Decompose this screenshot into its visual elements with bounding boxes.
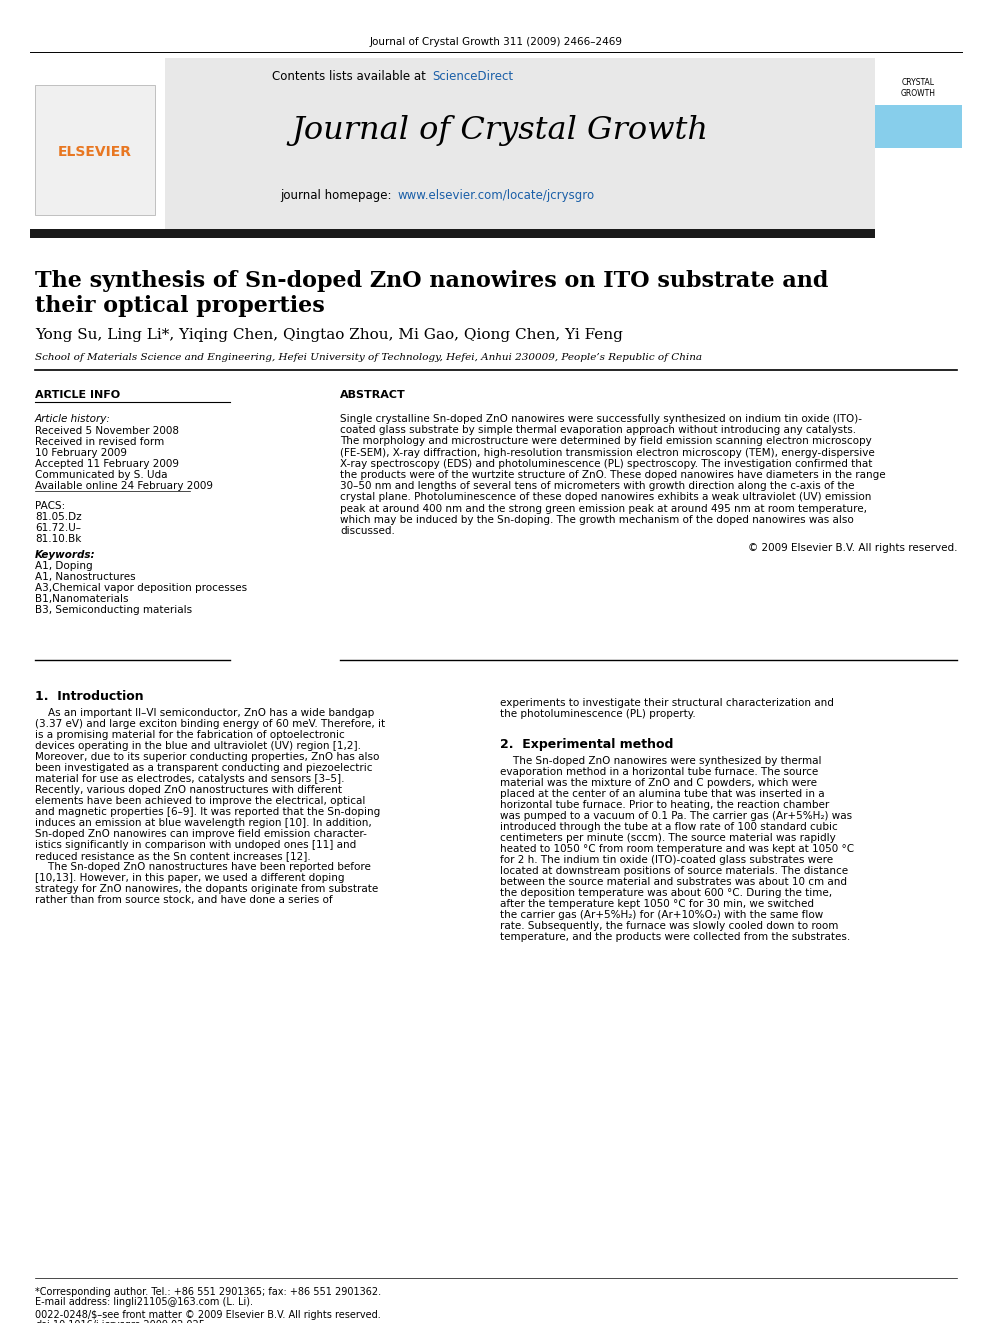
Text: Keywords:: Keywords: xyxy=(35,550,95,560)
Text: was pumped to a vacuum of 0.1 Pa. The carrier gas (Ar+5%H₂) was: was pumped to a vacuum of 0.1 Pa. The ca… xyxy=(500,811,852,822)
Text: ScienceDirect: ScienceDirect xyxy=(432,70,513,82)
Text: and magnetic properties [6–9]. It was reported that the Sn-doping: and magnetic properties [6–9]. It was re… xyxy=(35,807,380,818)
Text: is a promising material for the fabrication of optoelectronic: is a promising material for the fabricat… xyxy=(35,730,345,740)
Text: Yong Su, Ling Li*, Yiqing Chen, Qingtao Zhou, Mi Gao, Qiong Chen, Yi Feng: Yong Su, Ling Li*, Yiqing Chen, Qingtao … xyxy=(35,328,623,343)
Text: Sn-doped ZnO nanowires can improve field emission character-: Sn-doped ZnO nanowires can improve field… xyxy=(35,830,367,839)
Text: www.elsevier.com/locate/jcrysgro: www.elsevier.com/locate/jcrysgro xyxy=(397,189,594,202)
Text: 81.10.Bk: 81.10.Bk xyxy=(35,534,81,544)
Text: the carrier gas (Ar+5%H₂) for (Ar+10%O₂) with the same flow: the carrier gas (Ar+5%H₂) for (Ar+10%O₂)… xyxy=(500,910,823,919)
Text: 2.  Experimental method: 2. Experimental method xyxy=(500,738,674,751)
Text: © 2009 Elsevier B.V. All rights reserved.: © 2009 Elsevier B.V. All rights reserved… xyxy=(748,544,957,553)
Text: 61.72.U–: 61.72.U– xyxy=(35,523,81,533)
Text: Journal of Crystal Growth 311 (2009) 2466–2469: Journal of Crystal Growth 311 (2009) 246… xyxy=(369,37,623,48)
Text: *Corresponding author. Tel.: +86 551 2901365; fax: +86 551 2901362.: *Corresponding author. Tel.: +86 551 290… xyxy=(35,1287,381,1297)
Text: strategy for ZnO nanowires, the dopants originate from substrate: strategy for ZnO nanowires, the dopants … xyxy=(35,884,378,894)
Bar xyxy=(35,85,155,216)
Text: Single crystalline Sn-doped ZnO nanowires were successfully synthesized on indiu: Single crystalline Sn-doped ZnO nanowire… xyxy=(340,414,862,423)
Bar xyxy=(875,56,962,105)
Text: The synthesis of Sn-doped ZnO nanowires on ITO substrate and: The synthesis of Sn-doped ZnO nanowires … xyxy=(35,270,828,292)
Text: material was the mixture of ZnO and C powders, which were: material was the mixture of ZnO and C po… xyxy=(500,778,817,789)
Text: experiments to investigate their structural characterization and: experiments to investigate their structu… xyxy=(500,699,834,708)
Text: been investigated as a transparent conducting and piezoelectric: been investigated as a transparent condu… xyxy=(35,763,373,773)
Text: [10,13]. However, in this paper, we used a different doping: [10,13]. However, in this paper, we used… xyxy=(35,873,344,882)
Text: their optical properties: their optical properties xyxy=(35,295,324,318)
Text: after the temperature kept 1050 °C for 30 min, we switched: after the temperature kept 1050 °C for 3… xyxy=(500,900,814,909)
Text: 0022-0248/$–see front matter © 2009 Elsevier B.V. All rights reserved.: 0022-0248/$–see front matter © 2009 Else… xyxy=(35,1310,381,1320)
Text: ARTICLE INFO: ARTICLE INFO xyxy=(35,390,120,400)
Text: B3, Semiconducting materials: B3, Semiconducting materials xyxy=(35,605,192,615)
Text: Available online 24 February 2009: Available online 24 February 2009 xyxy=(35,482,213,491)
Text: istics significantly in comparison with undoped ones [11] and: istics significantly in comparison with … xyxy=(35,840,356,849)
Text: discussed.: discussed. xyxy=(340,527,395,536)
Text: crystal plane. Photoluminescence of these doped nanowires exhibits a weak ultrav: crystal plane. Photoluminescence of thes… xyxy=(340,492,871,503)
Text: 1.  Introduction: 1. Introduction xyxy=(35,691,144,703)
Text: rate. Subsequently, the furnace was slowly cooled down to room: rate. Subsequently, the furnace was slow… xyxy=(500,921,838,931)
Bar xyxy=(30,58,875,230)
Text: between the source material and substrates was about 10 cm and: between the source material and substrat… xyxy=(500,877,847,886)
Text: evaporation method in a horizontal tube furnace. The source: evaporation method in a horizontal tube … xyxy=(500,767,818,777)
Text: A1, Nanostructures: A1, Nanostructures xyxy=(35,572,136,582)
Text: X-ray spectroscopy (EDS) and photoluminescence (PL) spectroscopy. The investigat: X-ray spectroscopy (EDS) and photolumine… xyxy=(340,459,872,468)
Text: Recently, various doped ZnO nanostructures with different: Recently, various doped ZnO nanostructur… xyxy=(35,785,342,795)
Text: E-mail address: lingli21105@163.com (L. Li).: E-mail address: lingli21105@163.com (L. … xyxy=(35,1297,253,1307)
Text: centimeters per minute (sccm). The source material was rapidly: centimeters per minute (sccm). The sourc… xyxy=(500,833,835,843)
Text: A3,Chemical vapor deposition processes: A3,Chemical vapor deposition processes xyxy=(35,583,247,593)
Text: temperature, and the products were collected from the substrates.: temperature, and the products were colle… xyxy=(500,931,850,942)
Text: Contents lists available at: Contents lists available at xyxy=(273,70,430,82)
Text: As an important II–VI semiconductor, ZnO has a wide bandgap: As an important II–VI semiconductor, ZnO… xyxy=(35,708,374,718)
Text: School of Materials Science and Engineering, Hefei University of Technology, Hef: School of Materials Science and Engineer… xyxy=(35,353,702,363)
Text: the deposition temperature was about 600 °C. During the time,: the deposition temperature was about 600… xyxy=(500,888,832,898)
Text: the photoluminescence (PL) property.: the photoluminescence (PL) property. xyxy=(500,709,695,718)
Text: 81.05.Dz: 81.05.Dz xyxy=(35,512,81,523)
Text: 10 February 2009: 10 February 2009 xyxy=(35,448,127,458)
Text: peak at around 400 nm and the strong green emission peak at around 495 nm at roo: peak at around 400 nm and the strong gre… xyxy=(340,504,867,513)
Bar xyxy=(875,105,962,148)
Text: devices operating in the blue and ultraviolet (UV) region [1,2].: devices operating in the blue and ultrav… xyxy=(35,741,361,751)
Text: The Sn-doped ZnO nanostructures have been reported before: The Sn-doped ZnO nanostructures have bee… xyxy=(35,863,371,872)
Text: CRYSTAL
GROWTH: CRYSTAL GROWTH xyxy=(901,78,935,98)
Text: Received 5 November 2008: Received 5 November 2008 xyxy=(35,426,179,437)
Text: heated to 1050 °C from room temperature and was kept at 1050 °C: heated to 1050 °C from room temperature … xyxy=(500,844,854,855)
Text: the products were of the wurtzite structure of ZnO. These doped nanowires have d: the products were of the wurtzite struct… xyxy=(340,470,886,480)
Text: Communicated by S. Uda: Communicated by S. Uda xyxy=(35,470,168,480)
Text: Received in revised form: Received in revised form xyxy=(35,437,165,447)
Text: journal homepage:: journal homepage: xyxy=(280,189,395,202)
Text: induces an emission at blue wavelength region [10]. In addition,: induces an emission at blue wavelength r… xyxy=(35,818,372,828)
Text: located at downstream positions of source materials. The distance: located at downstream positions of sourc… xyxy=(500,867,848,876)
Text: coated glass substrate by simple thermal evaporation approach without introducin: coated glass substrate by simple thermal… xyxy=(340,425,856,435)
Text: doi:10.1016/j.jcrysgro.2009.02.025: doi:10.1016/j.jcrysgro.2009.02.025 xyxy=(35,1320,205,1323)
Bar xyxy=(30,58,165,230)
Text: (FE-SEM), X-ray diffraction, high-resolution transmission electron microscopy (T: (FE-SEM), X-ray diffraction, high-resolu… xyxy=(340,447,875,458)
Text: introduced through the tube at a flow rate of 100 standard cubic: introduced through the tube at a flow ra… xyxy=(500,822,838,832)
Text: 30–50 nm and lengths of several tens of micrometers with growth direction along : 30–50 nm and lengths of several tens of … xyxy=(340,482,854,491)
Text: which may be induced by the Sn-doping. The growth mechanism of the doped nanowir: which may be induced by the Sn-doping. T… xyxy=(340,515,854,525)
Text: material for use as electrodes, catalysts and sensors [3–5].: material for use as electrodes, catalyst… xyxy=(35,774,344,785)
Text: (3.37 eV) and large exciton binding energy of 60 meV. Therefore, it: (3.37 eV) and large exciton binding ener… xyxy=(35,718,385,729)
Text: A1, Doping: A1, Doping xyxy=(35,561,92,572)
Text: horizontal tube furnace. Prior to heating, the reaction chamber: horizontal tube furnace. Prior to heatin… xyxy=(500,800,829,810)
Text: rather than from source stock, and have done a series of: rather than from source stock, and have … xyxy=(35,894,332,905)
Text: for 2 h. The indium tin oxide (ITO)-coated glass substrates were: for 2 h. The indium tin oxide (ITO)-coat… xyxy=(500,855,833,865)
Text: The morphology and microstructure were determined by field emission scanning ele: The morphology and microstructure were d… xyxy=(340,437,872,446)
Text: ELSEVIER: ELSEVIER xyxy=(58,146,132,159)
Text: Accepted 11 February 2009: Accepted 11 February 2009 xyxy=(35,459,179,468)
Bar xyxy=(30,229,875,238)
Text: PACS:: PACS: xyxy=(35,501,65,511)
Text: ABSTRACT: ABSTRACT xyxy=(340,390,406,400)
Text: elements have been achieved to improve the electrical, optical: elements have been achieved to improve t… xyxy=(35,796,365,806)
Text: B1,Nanomaterials: B1,Nanomaterials xyxy=(35,594,129,605)
Text: Journal of Crystal Growth: Journal of Crystal Growth xyxy=(292,115,708,146)
Text: Article history:: Article history: xyxy=(35,414,111,423)
Text: The Sn-doped ZnO nanowires were synthesized by thermal: The Sn-doped ZnO nanowires were synthesi… xyxy=(500,755,821,766)
Text: Moreover, due to its superior conducting properties, ZnO has also: Moreover, due to its superior conducting… xyxy=(35,751,379,762)
Text: placed at the center of an alumina tube that was inserted in a: placed at the center of an alumina tube … xyxy=(500,789,824,799)
Text: reduced resistance as the Sn content increases [12].: reduced resistance as the Sn content inc… xyxy=(35,851,310,861)
